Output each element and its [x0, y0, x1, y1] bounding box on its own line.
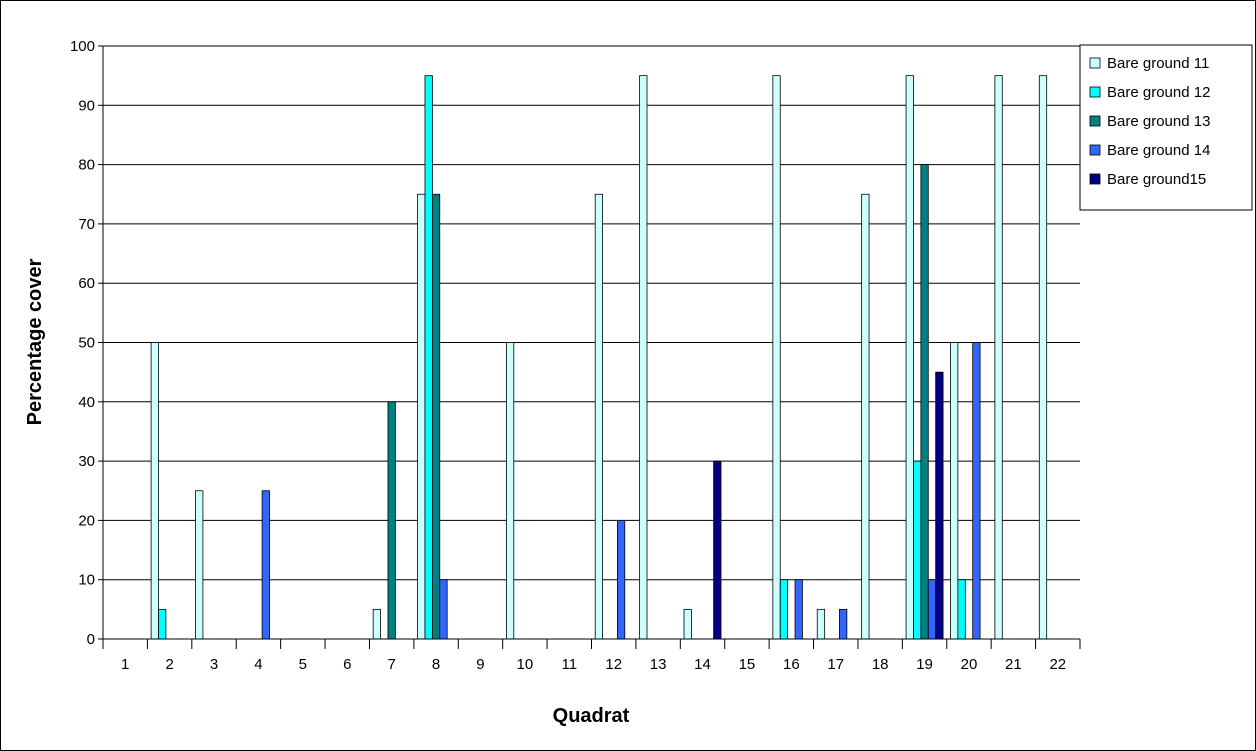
y-tick-label: 10 — [78, 572, 95, 589]
x-tick-labels: 1 2 3 4 5 6 7 8 9 10 11 12 13 14 15 16 17 18 19 20 21 22 — [121, 656, 1066, 673]
bar — [713, 460, 722, 640]
y-tick-label: 50 — [78, 335, 95, 352]
x-tick-label: 22 — [1049, 656, 1066, 673]
bar — [920, 164, 929, 640]
bar — [594, 193, 604, 640]
bar — [779, 579, 789, 640]
x-tick-label: 8 — [432, 656, 440, 673]
x-tick-label: 11 — [562, 656, 578, 673]
x-tick-label: 6 — [343, 656, 351, 673]
x-tick-label: 17 — [827, 656, 844, 673]
legend-swatch — [1089, 173, 1101, 185]
bar — [387, 401, 396, 640]
bar — [957, 579, 966, 640]
x-tick-label: 3 — [210, 656, 218, 673]
x-tick-label: 16 — [783, 656, 800, 673]
x-tick-label: 1 — [121, 656, 129, 673]
bar — [505, 342, 515, 640]
bars — [150, 75, 1048, 640]
bar — [794, 579, 803, 640]
bar — [261, 490, 270, 640]
y-tick-label: 20 — [78, 512, 95, 529]
bar — [816, 608, 826, 640]
bar — [905, 75, 914, 640]
bar — [195, 490, 204, 640]
x-tick-label: 20 — [961, 656, 978, 673]
bar — [972, 342, 981, 640]
axes — [102, 46, 1081, 649]
x-axis-title: Quadrat — [553, 705, 630, 727]
x-tick-label: 12 — [605, 656, 622, 673]
bar — [861, 193, 870, 640]
bar — [839, 608, 848, 640]
legend-label: Bare ground 11 — [1107, 55, 1209, 72]
x-tick-label: 5 — [299, 656, 307, 673]
x-tick-label: 4 — [254, 656, 262, 673]
y-tick-label: 30 — [78, 453, 95, 470]
x-tick-label: 7 — [387, 656, 395, 673]
x-tick-label: 15 — [739, 656, 756, 673]
bar — [417, 193, 426, 640]
legend-swatch — [1089, 115, 1101, 127]
x-tick-label: 18 — [872, 656, 889, 673]
bar — [158, 608, 167, 640]
gridlines — [98, 45, 1080, 640]
x-tick-label: 2 — [165, 656, 173, 673]
y-tick-label: 100 — [70, 38, 95, 55]
bar — [617, 520, 626, 640]
x-tick-label: 19 — [916, 656, 933, 673]
legend-label: Bare ground 14 — [1107, 142, 1210, 159]
bar — [994, 75, 1003, 640]
bar — [913, 460, 922, 640]
x-tick-label: 21 — [1005, 656, 1022, 673]
bar — [439, 579, 448, 640]
bar — [683, 608, 692, 640]
y-tick-label: 60 — [78, 275, 95, 292]
x-tick-label: 9 — [476, 656, 484, 673]
bar — [150, 342, 159, 640]
x-tick-label: 10 — [517, 656, 534, 673]
legend-swatch — [1089, 57, 1101, 69]
bar — [1038, 75, 1048, 640]
legend-swatch — [1089, 86, 1101, 98]
bar — [639, 75, 648, 640]
legend-label: Bare ground 13 — [1107, 113, 1210, 130]
bar — [927, 579, 937, 640]
bar — [772, 75, 781, 640]
legend: Bare ground 11 Bare ground 12 Bare ground … — [1079, 44, 1253, 211]
bar — [372, 608, 381, 640]
legend-swatch — [1089, 144, 1101, 156]
legend-label: Bare ground 12 — [1107, 84, 1210, 101]
bar — [431, 193, 441, 640]
y-tick-label: 70 — [78, 216, 95, 233]
bar — [424, 75, 433, 640]
y-tick-label: 40 — [78, 394, 95, 411]
y-tick-label: 90 — [78, 97, 95, 114]
y-tick-label: 0 — [87, 631, 95, 648]
legend-label: Bare ground15 — [1107, 171, 1206, 188]
y-axis-title: Percentage cover — [24, 258, 46, 425]
bar — [950, 342, 959, 640]
legend-box — [1079, 44, 1253, 211]
y-tick-labels: 0 10 20 30 40 50 60 70 80 90 100 — [70, 38, 95, 648]
x-tick-label: 14 — [694, 656, 711, 673]
y-tick-label: 80 — [78, 157, 95, 174]
bar — [935, 371, 944, 640]
x-tick-label: 13 — [650, 656, 667, 673]
